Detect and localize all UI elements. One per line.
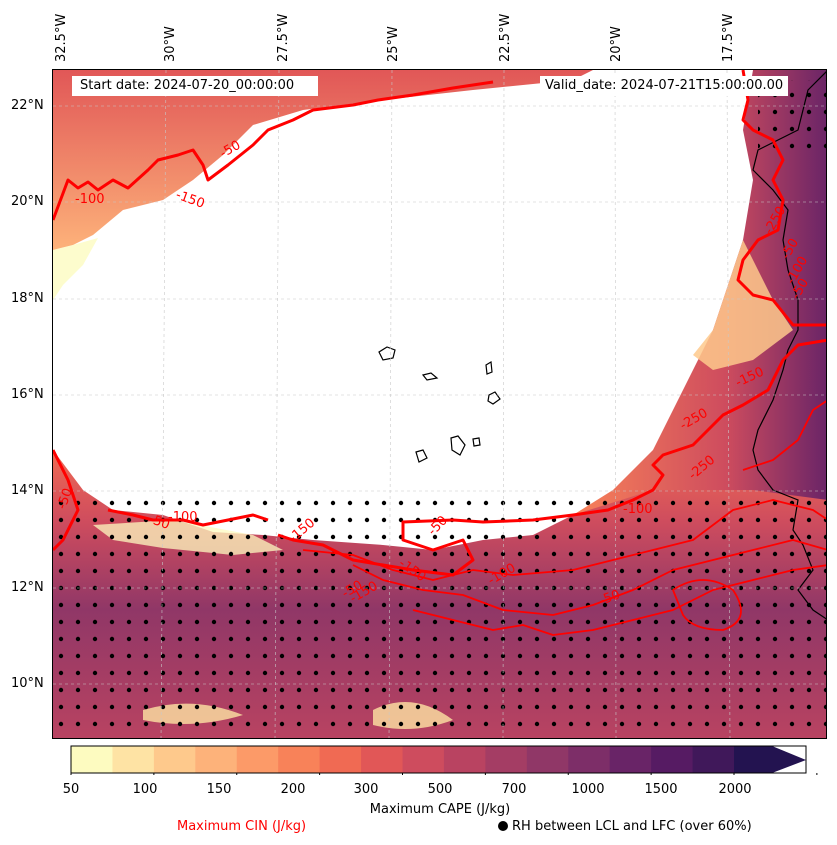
rh-legend: RH between LCL and LFC (over 60%)	[498, 819, 752, 834]
colorbar-segment	[112, 746, 155, 773]
coastline-africa	[752, 71, 826, 620]
colorbar-segment	[195, 746, 238, 773]
lat-label-16n: 16°N	[11, 387, 44, 402]
cin-contour-northwest	[53, 80, 494, 221]
cin-contour-sw-bar	[107, 508, 269, 527]
cbar-tick-700: 700	[501, 782, 527, 797]
cin-contour-east-lower	[277, 338, 826, 577]
colorbar-segment	[443, 746, 486, 773]
cin-label-11: -50	[147, 512, 172, 533]
lat-label-22n: 22°N	[11, 98, 44, 113]
cbar-tick-2000: 2000	[718, 782, 752, 797]
cape-field-northwest-fringe	[53, 238, 98, 300]
cbar-tick-500: 500	[427, 782, 453, 797]
start-date-label: Start date: 2024-07-20_00:00:00	[72, 76, 318, 96]
rh-dot-icon	[498, 821, 508, 831]
colorbar-segment	[609, 746, 652, 773]
colorbar-segment	[692, 746, 735, 773]
map-svg: -50 -100 -150 -250 -50 -100 -50 -150 -10…	[53, 70, 826, 738]
colorbar-segment	[402, 746, 445, 773]
rh-stipple-south	[53, 500, 826, 738]
cin-label-12: -100	[168, 510, 198, 525]
cin-contour-south-lower	[412, 564, 826, 636]
lat-label-12n: 12°N	[11, 580, 44, 595]
colorbar-title: Maximum CAPE (J/kg)	[369, 802, 511, 817]
valid-date-label: Valid_date: 2024-07-21T15:00:00.00	[540, 76, 789, 96]
colorbar-outline	[70, 745, 807, 774]
colorbar-segment	[278, 746, 321, 773]
colorbar-segment	[568, 746, 611, 773]
colorbar-segments	[71, 746, 735, 773]
cin-contour-west-coast	[53, 449, 80, 552]
cape-field-east-fringe	[693, 240, 793, 370]
lon-label-22-5w: 22.5°W	[498, 13, 513, 62]
lat-label-20n: 20°N	[11, 194, 44, 209]
cbar-tick-1000: 1000	[571, 782, 605, 797]
cbar-tick-100: 100	[132, 782, 158, 797]
colorbar-segment	[485, 746, 528, 773]
cin-legend: Maximum CIN (J/kg)	[177, 819, 307, 834]
cin-label-2: -100	[75, 192, 105, 207]
lat-label-14n: 14°N	[11, 483, 44, 498]
cbar-tick-1500: 1500	[644, 782, 678, 797]
lon-label-20w: 20°W	[609, 26, 624, 62]
cbar-tick-300: 300	[353, 782, 379, 797]
cin-label-9: -100	[623, 502, 653, 517]
colorbar-segment	[526, 746, 569, 773]
cin-contour-south-outer	[352, 539, 826, 616]
rh-legend-label: RH between LCL and LFC (over 60%)	[512, 819, 752, 834]
colorbar-segment	[361, 746, 403, 773]
colorbar-segment	[71, 746, 113, 773]
cin-contours	[53, 70, 826, 636]
lon-label-25w: 25°W	[386, 26, 401, 62]
cape-field-east	[573, 70, 826, 515]
cin-contour-east-upper	[736, 70, 826, 327]
cbar-tick-200: 200	[280, 782, 306, 797]
colorbar-tick-marks	[70, 773, 818, 775]
cin-contour-east-inland	[742, 400, 826, 471]
cbar-tick-50: 50	[62, 782, 80, 797]
cin-label-21: -50	[597, 587, 622, 608]
cape-verde-islands	[378, 346, 501, 463]
lon-label-27-5w: 27.5°W	[276, 13, 291, 62]
cin-contour-south-inner	[302, 499, 826, 581]
lat-label-18n: 18°N	[11, 291, 44, 306]
colorbar-segment	[153, 746, 196, 773]
lat-label-10n: 10°N	[11, 676, 44, 691]
colorbar-segment	[319, 746, 362, 773]
cape-field-northwest	[53, 70, 593, 250]
lon-label-32-5w: 32.5°W	[54, 13, 69, 62]
colorbar-segment	[236, 746, 279, 773]
lon-label-30w: 30°W	[163, 26, 178, 62]
cin-label-13: -50	[55, 486, 76, 511]
lon-label-17-5w: 17.5°W	[721, 13, 736, 62]
cbar-tick-150: 150	[206, 782, 232, 797]
colorbar	[70, 745, 818, 775]
map-panel: -50 -100 -150 -250 -50 -100 -50 -150 -10…	[52, 69, 827, 739]
colorbar-segment	[651, 746, 694, 773]
cin-contour-southeast-loop	[672, 579, 742, 631]
colorbar-extend-arrow	[734, 746, 806, 773]
